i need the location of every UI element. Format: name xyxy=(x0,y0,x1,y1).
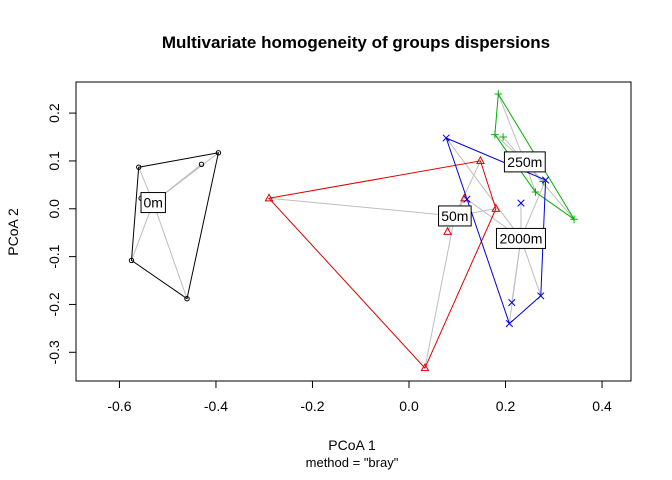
spider-line xyxy=(445,137,522,239)
point-0m xyxy=(198,161,205,167)
group-label-box-250m xyxy=(503,151,546,173)
group-label-50m: 50m xyxy=(441,208,468,224)
x-tick-label: 0.2 xyxy=(496,398,516,414)
y-axis-label: PCoA 2 xyxy=(5,208,21,256)
point-250m xyxy=(539,177,547,186)
point-250m xyxy=(499,133,507,141)
spider-line xyxy=(268,197,455,217)
x-tick-label: -0.6 xyxy=(107,398,131,414)
group-label-box-50m xyxy=(438,205,472,227)
point-250m xyxy=(570,215,578,224)
point-250m xyxy=(494,90,503,98)
point-50m xyxy=(420,363,430,372)
point-0m xyxy=(184,296,190,302)
point-2000m xyxy=(463,195,471,203)
point-0m xyxy=(128,257,135,264)
plot-area: 0m 50m 250m 2000m xyxy=(128,90,578,372)
y-tick-label: -0.3 xyxy=(46,340,62,364)
group-label-250m: 250m xyxy=(507,154,542,170)
x-axis-label: PCoA 1 xyxy=(328,437,376,453)
point-50m xyxy=(491,203,501,212)
y-tick-label: 0.0 xyxy=(46,199,62,219)
x-tick-label: 0.4 xyxy=(592,398,612,414)
y-tick-label: 0.1 xyxy=(46,151,62,171)
group-label-box-2000m xyxy=(495,227,546,249)
hull-0m xyxy=(130,152,220,300)
point-2000m xyxy=(508,298,516,307)
point-0m xyxy=(215,150,222,156)
y-tick-label: 0.2 xyxy=(46,103,62,123)
point-2000m xyxy=(442,134,450,142)
point-50m xyxy=(443,226,453,235)
spider-line xyxy=(508,238,522,324)
group-label-0m: 0m xyxy=(143,195,162,211)
point-2000m xyxy=(537,292,545,300)
group-label-box-0m xyxy=(140,192,166,214)
plot-frame xyxy=(75,81,632,382)
point-2000m xyxy=(541,176,550,184)
point-50m xyxy=(264,193,274,202)
x-tick-label: 0.0 xyxy=(399,398,419,414)
y-tick-label: -0.2 xyxy=(46,292,62,316)
chart-title: Multivariate homogeneity of groups dispe… xyxy=(162,33,550,52)
point-50m xyxy=(475,155,485,165)
point-2000m xyxy=(517,199,525,207)
x-axis-subtitle: method = "bray" xyxy=(306,455,399,470)
hull-50m xyxy=(268,160,497,369)
point-0m xyxy=(136,164,142,170)
point-50m xyxy=(460,193,469,202)
group-label-2000m: 2000m xyxy=(500,230,543,246)
x-tick-label: -0.4 xyxy=(204,398,228,414)
point-250m xyxy=(491,130,499,139)
y-tick-label: -0.1 xyxy=(46,244,62,268)
axes: -0.6 -0.4 -0.2 0.0 0.2 0.4 -0.3 -0.2 -0.1 0.0 0.1 0… xyxy=(46,81,632,414)
spider-line xyxy=(424,215,456,369)
point-250m xyxy=(531,188,540,196)
spider-line xyxy=(497,93,526,163)
x-tick-label: -0.2 xyxy=(300,398,324,414)
spider-line xyxy=(152,202,188,299)
point-2000m xyxy=(505,319,514,328)
